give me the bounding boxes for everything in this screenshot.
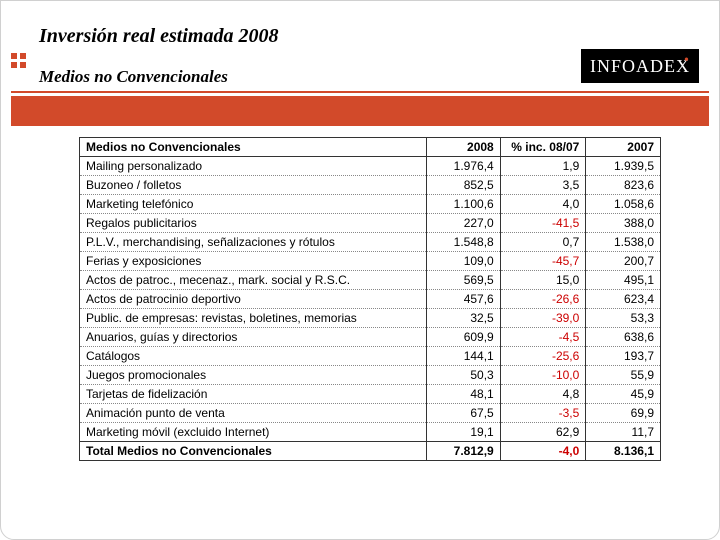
cell-2007: 1.058,6 — [586, 195, 660, 214]
cell-pct: 1,9 — [500, 157, 586, 176]
cell-label: Marketing telefónico — [80, 195, 426, 214]
col-header-label: Medios no Convencionales — [80, 138, 426, 157]
table-row: Actos de patrocinio deportivo457,6-26,66… — [80, 290, 660, 309]
cell-label: P.L.V., merchandising, señalizaciones y … — [80, 233, 426, 252]
cell-total-label: Total Medios no Convencionales — [80, 442, 426, 461]
cell-2007: 200,7 — [586, 252, 660, 271]
cell-2008: 50,3 — [426, 366, 500, 385]
cell-pct: -45,7 — [500, 252, 586, 271]
page-title: Inversión real estimada 2008 — [39, 25, 278, 48]
cell-2008: 19,1 — [426, 423, 500, 442]
table-row: Actos de patroc., mecenaz., mark. social… — [80, 271, 660, 290]
cell-label: Catálogos — [80, 347, 426, 366]
cell-pct: -3,5 — [500, 404, 586, 423]
accent-line — [11, 91, 709, 93]
accent-band — [11, 96, 709, 126]
cell-total-2007: 8.136,1 — [586, 442, 660, 461]
cell-2007: 55,9 — [586, 366, 660, 385]
cell-pct: -10,0 — [500, 366, 586, 385]
cell-total-pct: -4,0 — [500, 442, 586, 461]
cell-2007: 11,7 — [586, 423, 660, 442]
cell-pct: 15,0 — [500, 271, 586, 290]
table-row: Juegos promocionales50,3-10,055,9 — [80, 366, 660, 385]
cell-2008: 852,5 — [426, 176, 500, 195]
page-subtitle: Medios no Convencionales — [39, 67, 228, 87]
cell-pct: 62,9 — [500, 423, 586, 442]
cell-2008: 457,6 — [426, 290, 500, 309]
cell-2007: 1.939,5 — [586, 157, 660, 176]
cell-2008: 67,5 — [426, 404, 500, 423]
table-header-row: Medios no Convencionales 2008 % inc. 08/… — [80, 138, 660, 157]
table-row: Mailing personalizado1.976,41,91.939,5 — [80, 157, 660, 176]
cell-pct: 4,8 — [500, 385, 586, 404]
table-row: P.L.V., merchandising, señalizaciones y … — [80, 233, 660, 252]
col-header-pct: % inc. 08/07 — [500, 138, 586, 157]
cell-label: Marketing móvil (excluido Internet) — [80, 423, 426, 442]
cell-label: Buzoneo / folletos — [80, 176, 426, 195]
cell-pct: -39,0 — [500, 309, 586, 328]
cell-2008: 569,5 — [426, 271, 500, 290]
data-table: Medios no Convencionales 2008 % inc. 08/… — [80, 138, 660, 460]
col-header-2007: 2007 — [586, 138, 660, 157]
cell-2007: 193,7 — [586, 347, 660, 366]
cell-2008: 109,0 — [426, 252, 500, 271]
cell-2008: 1.100,6 — [426, 195, 500, 214]
cell-2007: 1.538,0 — [586, 233, 660, 252]
table-total-row: Total Medios no Convencionales7.812,9-4,… — [80, 442, 660, 461]
logo-text: INFOADEX — [590, 56, 690, 77]
cell-total-2008: 7.812,9 — [426, 442, 500, 461]
cell-label: Tarjetas de fidelización — [80, 385, 426, 404]
table-row: Marketing telefónico1.100,64,01.058,6 — [80, 195, 660, 214]
cell-2008: 609,9 — [426, 328, 500, 347]
cell-2008: 227,0 — [426, 214, 500, 233]
cell-pct: -25,6 — [500, 347, 586, 366]
slide-container: Inversión real estimada 2008 Medios no C… — [0, 0, 720, 540]
table-row: Marketing móvil (excluido Internet)19,16… — [80, 423, 660, 442]
cell-label: Animación punto de venta — [80, 404, 426, 423]
cell-2008: 144,1 — [426, 347, 500, 366]
cell-pct: 4,0 — [500, 195, 586, 214]
cell-label: Ferias y exposiciones — [80, 252, 426, 271]
table-row: Tarjetas de fidelización48,14,845,9 — [80, 385, 660, 404]
cell-pct: -4,5 — [500, 328, 586, 347]
cell-pct: 0,7 — [500, 233, 586, 252]
data-table-wrap: Medios no Convencionales 2008 % inc. 08/… — [79, 137, 661, 461]
col-header-2008: 2008 — [426, 138, 500, 157]
cell-2007: 45,9 — [586, 385, 660, 404]
cell-2007: 69,9 — [586, 404, 660, 423]
cell-pct: -26,6 — [500, 290, 586, 309]
table-row: Ferias y exposiciones109,0-45,7200,7 — [80, 252, 660, 271]
cell-2008: 32,5 — [426, 309, 500, 328]
table-row: Public. de empresas: revistas, boletines… — [80, 309, 660, 328]
cell-2008: 1.548,8 — [426, 233, 500, 252]
table-row: Animación punto de venta67,5-3,569,9 — [80, 404, 660, 423]
bullet-decor — [11, 53, 26, 68]
infoadex-logo: INFOADEX• — [581, 49, 699, 83]
cell-label: Public. de empresas: revistas, boletines… — [80, 309, 426, 328]
logo-dot-icon: • — [684, 53, 690, 69]
table-row: Regalos publicitarios227,0-41,5388,0 — [80, 214, 660, 233]
cell-2007: 623,4 — [586, 290, 660, 309]
table-row: Catálogos144,1-25,6193,7 — [80, 347, 660, 366]
cell-label: Actos de patrocinio deportivo — [80, 290, 426, 309]
cell-label: Juegos promocionales — [80, 366, 426, 385]
table-row: Buzoneo / folletos852,53,5823,6 — [80, 176, 660, 195]
cell-2007: 388,0 — [586, 214, 660, 233]
cell-label: Mailing personalizado — [80, 157, 426, 176]
cell-pct: 3,5 — [500, 176, 586, 195]
cell-2008: 1.976,4 — [426, 157, 500, 176]
table-row: Anuarios, guías y directorios609,9-4,563… — [80, 328, 660, 347]
cell-2007: 495,1 — [586, 271, 660, 290]
cell-pct: -41,5 — [500, 214, 586, 233]
cell-2007: 53,3 — [586, 309, 660, 328]
cell-label: Anuarios, guías y directorios — [80, 328, 426, 347]
cell-label: Regalos publicitarios — [80, 214, 426, 233]
cell-2007: 823,6 — [586, 176, 660, 195]
cell-2007: 638,6 — [586, 328, 660, 347]
cell-2008: 48,1 — [426, 385, 500, 404]
cell-label: Actos de patroc., mecenaz., mark. social… — [80, 271, 426, 290]
